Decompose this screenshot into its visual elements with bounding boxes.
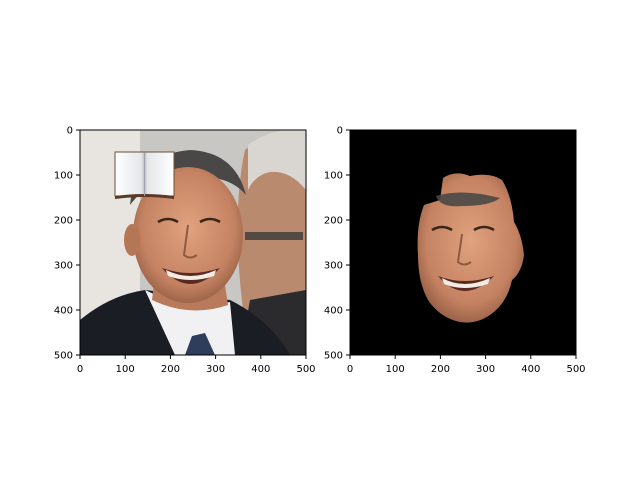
right-x-tick-label-500: 500 <box>566 364 585 375</box>
left-x-tick-label-200: 200 <box>161 364 180 375</box>
left-y-tick-label-100: 100 <box>54 171 73 182</box>
left-y-tick-label-400: 400 <box>54 306 73 317</box>
axes-left-frame <box>79 129 307 356</box>
right-y-tick-label-0: 0 <box>337 126 343 137</box>
left-y-tick-label-500: 500 <box>54 351 73 362</box>
right-x-tick-label-0: 0 <box>347 364 353 375</box>
left-x-tick-label-500: 500 <box>296 364 315 375</box>
ticks-right: 0 100 200 300 400 500 0 100 200 300 400 500 <box>324 126 586 376</box>
left-x-tick-label-100: 100 <box>116 364 135 375</box>
right-x-tick-label-100: 100 <box>386 364 405 375</box>
segmentation-image <box>350 130 576 355</box>
right-x-tick-label-200: 200 <box>431 364 450 375</box>
left-y-tick-label-300: 300 <box>54 261 73 272</box>
left-y-tick-label-200: 200 <box>54 216 73 227</box>
book-icon <box>114 151 175 199</box>
right-y-tick-label-400: 400 <box>324 306 343 317</box>
axes-right-segmentation: 0 100 200 300 400 500 0 100 200 300 400 500 <box>324 126 586 376</box>
right-y-tick-label-100: 100 <box>324 171 343 182</box>
right-y-tick-label-500: 500 <box>324 351 343 362</box>
left-x-tick-label-0: 0 <box>77 364 83 375</box>
photo-image <box>80 130 306 355</box>
left-x-tick-label-300: 300 <box>206 364 225 375</box>
axes-left-photo: 0 100 200 300 400 500 0 100 200 300 400 500 <box>54 126 316 376</box>
right-y-tick-label-200: 200 <box>324 216 343 227</box>
ticks-left: 0 100 200 300 400 500 0 100 200 300 400 500 <box>54 126 316 376</box>
right-x-tick-label-300: 300 <box>476 364 495 375</box>
left-y-tick-label-0: 0 <box>67 126 73 137</box>
left-x-tick-label-400: 400 <box>251 364 270 375</box>
axes-right-frame <box>349 129 577 356</box>
right-x-tick-label-400: 400 <box>521 364 540 375</box>
right-y-tick-label-300: 300 <box>324 261 343 272</box>
